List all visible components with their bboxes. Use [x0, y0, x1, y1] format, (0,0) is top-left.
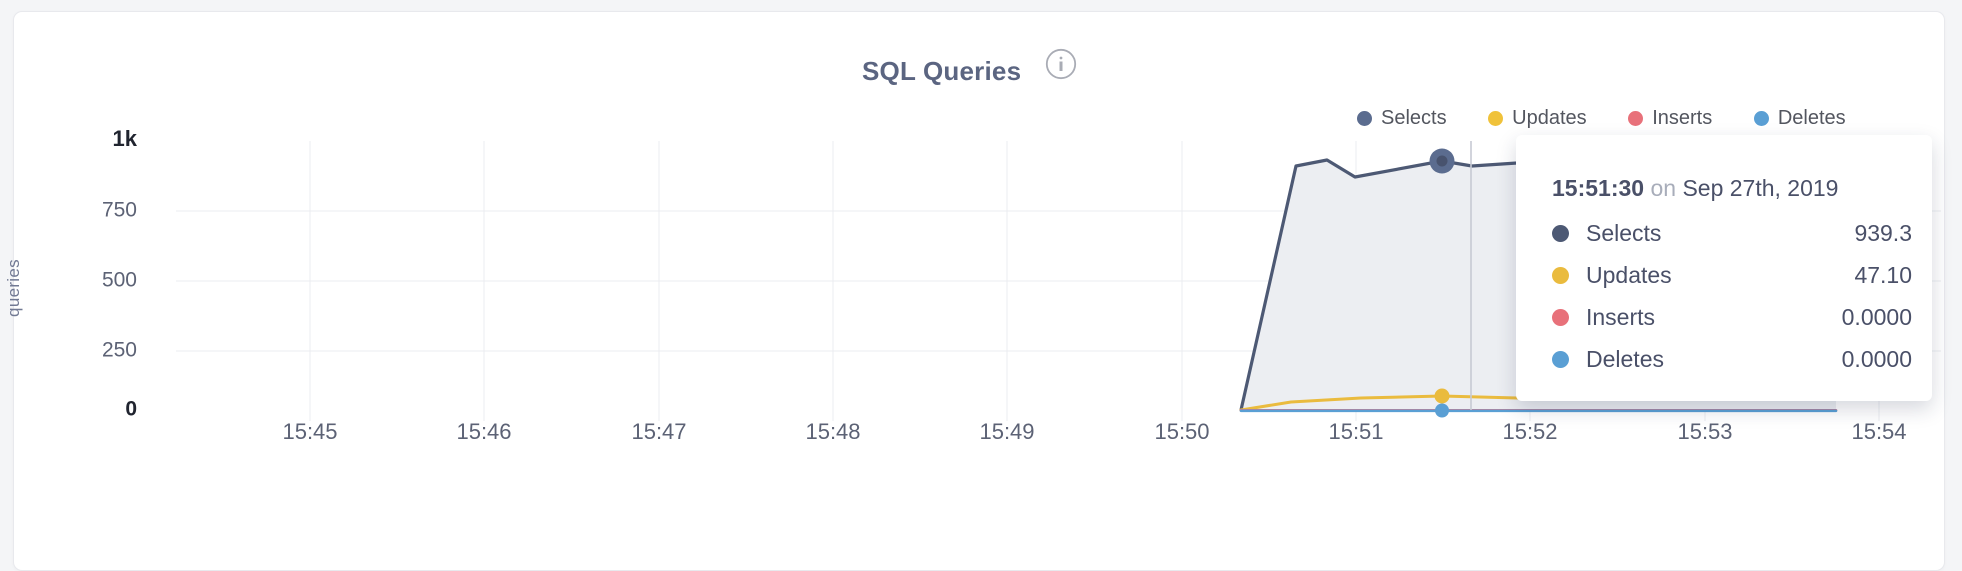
svg-text:15:53: 15:53: [1677, 419, 1732, 444]
svg-text:500: 500: [102, 269, 137, 292]
svg-text:15:49: 15:49: [979, 419, 1034, 444]
svg-text:15:48: 15:48: [805, 419, 860, 444]
svg-text:0: 0: [125, 398, 137, 421]
svg-text:15:50: 15:50: [1154, 419, 1209, 444]
svg-text:250: 250: [102, 339, 137, 362]
svg-text:750: 750: [102, 199, 137, 222]
svg-text:15:45: 15:45: [282, 419, 337, 444]
svg-text:15:46: 15:46: [456, 419, 511, 444]
svg-text:15:47: 15:47: [631, 419, 686, 444]
svg-text:15:54: 15:54: [1851, 419, 1906, 444]
svg-text:1k: 1k: [113, 128, 138, 151]
svg-text:15:51: 15:51: [1328, 419, 1383, 444]
svg-text:15:52: 15:52: [1502, 419, 1557, 444]
